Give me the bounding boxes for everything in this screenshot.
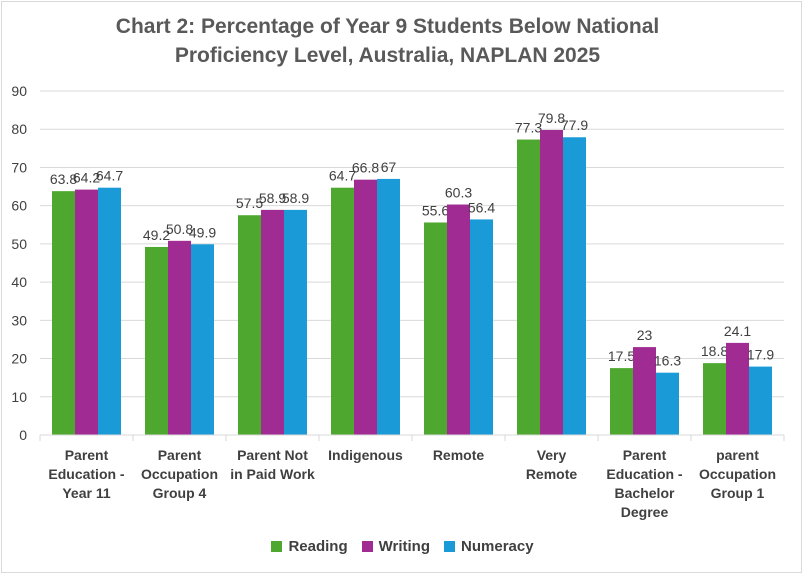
- y-tick-label: 10: [11, 389, 27, 405]
- x-category-label: parent: [716, 447, 759, 463]
- legend-item-reading: Reading: [271, 538, 348, 555]
- legend-swatch: [271, 541, 283, 552]
- data-label: 49.2: [143, 227, 170, 243]
- bar-writing: [633, 347, 656, 435]
- x-category-label: Parent: [65, 447, 109, 463]
- x-category-label: Indigenous: [328, 447, 403, 463]
- y-tick-label: 80: [11, 121, 27, 137]
- bar-numeracy: [284, 209, 307, 435]
- chart-legend: Reading Writing Numeracy: [0, 538, 805, 556]
- data-label: 77.3: [515, 120, 542, 136]
- y-tick-label: 30: [11, 312, 27, 328]
- bar-reading: [52, 191, 75, 435]
- x-category-label: in Paid Work: [230, 466, 315, 482]
- x-category-label: Group 4: [153, 485, 207, 501]
- data-label: 17.9: [747, 347, 774, 363]
- bar-writing: [540, 129, 563, 435]
- data-label: 56.4: [468, 199, 495, 215]
- bar-numeracy: [191, 244, 214, 435]
- legend-label: Numeracy: [461, 538, 534, 555]
- data-label: 63.8: [50, 171, 77, 187]
- bar-reading: [517, 139, 540, 435]
- bar-numeracy: [563, 137, 586, 435]
- data-label: 79.8: [538, 110, 565, 126]
- data-label: 77.9: [561, 117, 588, 133]
- bar-reading: [331, 187, 354, 435]
- bar-writing: [75, 189, 98, 435]
- data-label: 58.9: [259, 190, 286, 206]
- x-category-label: Very: [537, 447, 567, 463]
- chart-title-line-2: Proficiency Level, Australia, NAPLAN 202…: [174, 44, 601, 67]
- x-category-label: Parent: [623, 447, 667, 463]
- x-category-label: Remote: [526, 466, 578, 482]
- bar-numeracy: [470, 219, 493, 435]
- data-label: 23: [637, 327, 653, 343]
- bar-writing: [354, 179, 377, 435]
- data-label: 18.8: [701, 343, 728, 359]
- x-category-label: Remote: [433, 447, 485, 463]
- data-label: 24.1: [724, 323, 751, 339]
- chart-title-line-1: Chart 2: Percentage of Year 9 Students B…: [115, 15, 660, 38]
- data-label: 55.6: [422, 202, 449, 218]
- y-tick-label: 60: [11, 198, 27, 214]
- data-label: 57.5: [236, 195, 263, 211]
- x-category-label: Occupation: [141, 466, 218, 482]
- data-label: 64.2: [73, 170, 100, 186]
- bar-writing: [261, 209, 284, 435]
- legend-item-numeracy: Numeracy: [444, 538, 534, 555]
- bar-reading: [424, 222, 447, 435]
- y-tick-label: 50: [11, 236, 27, 252]
- x-category-label: Education -: [48, 466, 125, 482]
- x-category-label: Parent Not: [237, 447, 308, 463]
- y-tick-label: 70: [11, 159, 27, 175]
- data-label: 60.3: [445, 185, 472, 201]
- data-label: 64.7: [96, 168, 123, 184]
- x-category-label: Degree: [621, 504, 669, 520]
- bar-reading: [610, 368, 633, 435]
- bar-numeracy: [377, 178, 400, 435]
- bar-numeracy: [749, 366, 772, 435]
- chart-title: Chart 2: Percentage of Year 9 Students B…: [0, 12, 805, 70]
- legend-label: Writing: [378, 538, 431, 555]
- bar-numeracy: [98, 187, 121, 435]
- data-label: 64.7: [329, 168, 356, 184]
- x-category-label: Parent: [158, 447, 202, 463]
- bar-writing: [726, 342, 749, 435]
- data-label: 50.8: [166, 221, 193, 237]
- bar-numeracy: [656, 372, 679, 435]
- data-label: 16.3: [654, 353, 681, 369]
- legend-label: Reading: [288, 538, 348, 555]
- data-label: 49.9: [189, 224, 216, 240]
- y-tick-label: 0: [19, 427, 27, 443]
- bar-writing: [447, 204, 470, 435]
- y-tick-label: 90: [11, 83, 27, 99]
- y-tick-label: 20: [11, 351, 27, 367]
- bar-writing: [168, 240, 191, 435]
- x-category-label: Year 11: [62, 485, 110, 501]
- data-label: 58.9: [282, 190, 309, 206]
- x-category-label: Education -: [606, 466, 683, 482]
- data-label: 67: [381, 159, 397, 175]
- y-tick-label: 40: [11, 274, 27, 290]
- bar-reading: [703, 363, 726, 435]
- legend-item-writing: Writing: [361, 538, 431, 555]
- x-category-label: Bachelor: [615, 485, 675, 501]
- x-category-label: Occupation: [699, 466, 776, 482]
- data-label: 66.8: [352, 160, 379, 176]
- data-label: 17.5: [608, 348, 635, 364]
- bar-reading: [145, 246, 168, 435]
- bar-reading: [238, 215, 261, 435]
- x-category-label: Group 1: [711, 485, 765, 501]
- legend-swatch: [444, 541, 456, 552]
- legend-swatch: [361, 541, 373, 552]
